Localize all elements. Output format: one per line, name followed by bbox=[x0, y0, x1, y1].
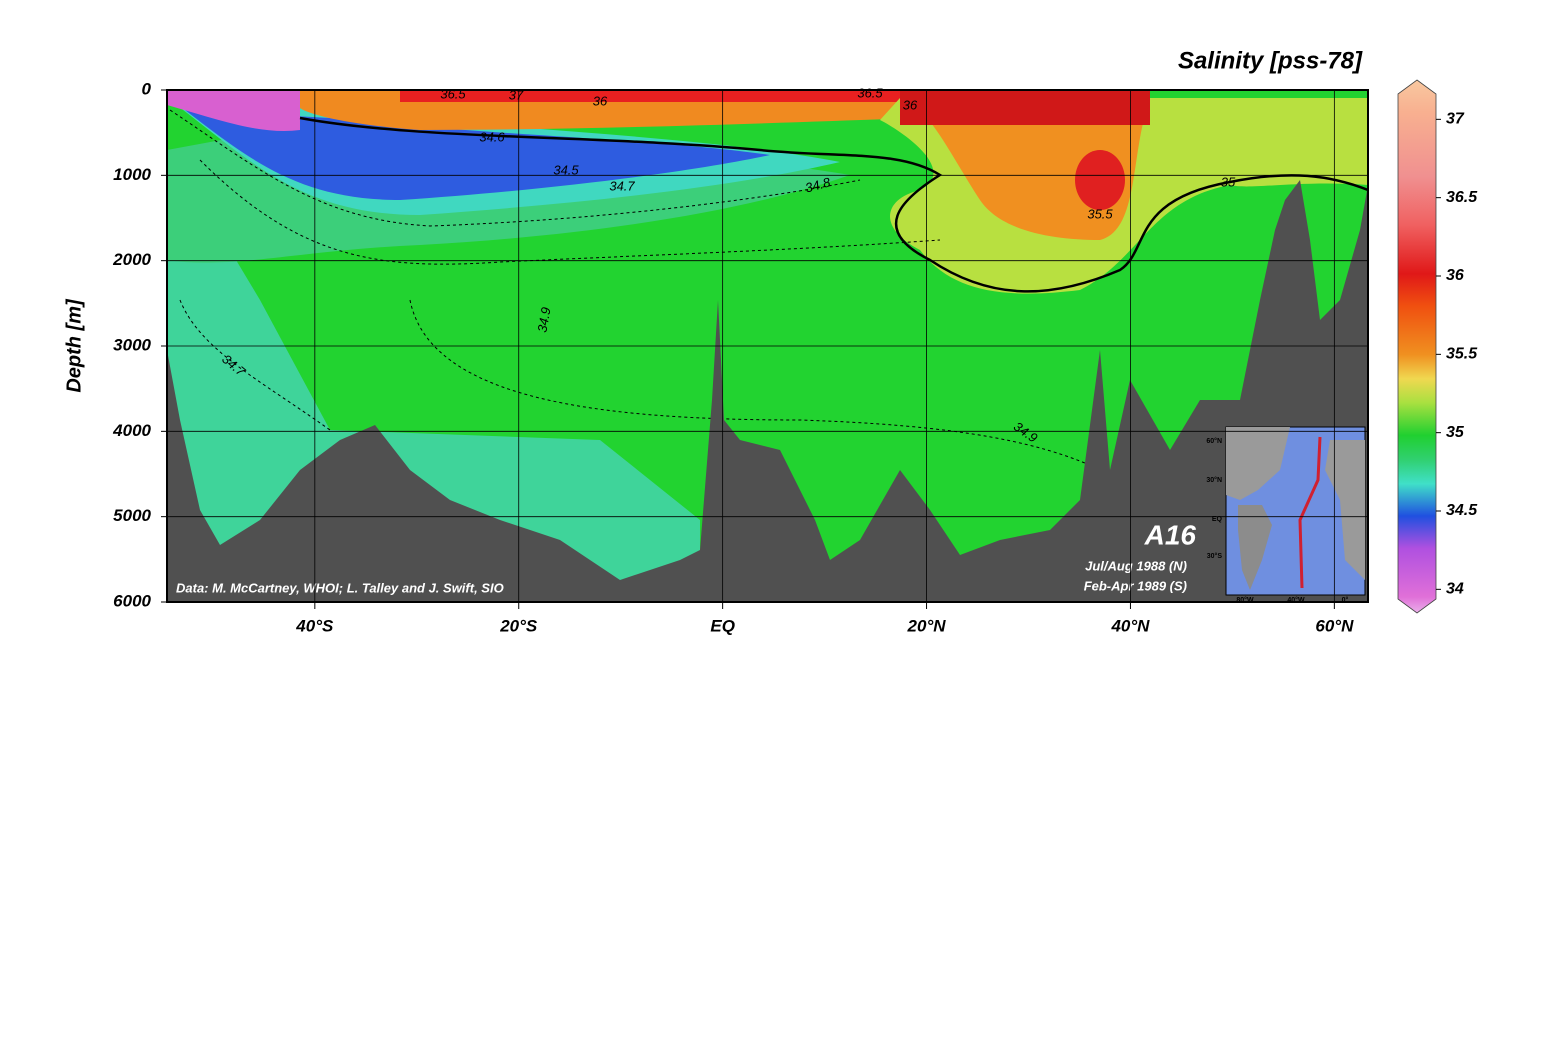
inset-lat-label: 60°N bbox=[1206, 437, 1222, 445]
contour-label: 34.9 bbox=[534, 306, 553, 334]
contour-label: 36 bbox=[593, 93, 608, 108]
contour-label: 34.5 bbox=[553, 162, 579, 177]
inset-lon-label: 0° bbox=[1342, 596, 1349, 604]
y-tick-label: 0 bbox=[142, 79, 152, 98]
section-name: A16 bbox=[1144, 519, 1197, 550]
date-label: Jul/Aug 1988 (N) bbox=[1085, 558, 1187, 573]
y-tick-label: 3000 bbox=[113, 335, 151, 354]
y-tick-label: 5000 bbox=[113, 506, 151, 525]
contour-label: 34.7 bbox=[609, 178, 635, 193]
colorbar bbox=[1397, 79, 1437, 614]
inset-lat-label: 30°S bbox=[1207, 552, 1223, 560]
inset-lon-label: 40°W bbox=[1287, 596, 1305, 604]
y-tick-label: 2000 bbox=[112, 250, 151, 269]
colorbar-tick-label: 36 bbox=[1446, 267, 1464, 284]
colorbar-tick-label: 34.5 bbox=[1446, 502, 1478, 519]
colorbar-tick-label: 35 bbox=[1446, 424, 1465, 441]
colorbar-tick-label: 34 bbox=[1446, 581, 1464, 598]
contour-label: 35.5 bbox=[1087, 206, 1113, 221]
colorbar-tick-label: 36.5 bbox=[1446, 189, 1478, 206]
colorbar-tick-label: 35.5 bbox=[1446, 346, 1478, 363]
inset-lat-label: 30°N bbox=[1206, 476, 1222, 484]
x-tick-label: 60°N bbox=[1315, 616, 1354, 635]
contour-label: 34.8 bbox=[804, 174, 833, 195]
chart-title: Salinity [pss-78] bbox=[1178, 47, 1363, 74]
contour-label: 36.5 bbox=[857, 85, 883, 100]
x-tick-label: 20°N bbox=[907, 616, 947, 635]
contour-label: 36 bbox=[903, 97, 918, 112]
y-axis-label: Depth [m] bbox=[63, 298, 85, 393]
x-tick-label: 40°N bbox=[1110, 616, 1150, 635]
y-tick-label: 6000 bbox=[113, 591, 151, 610]
y-tick-label: 1000 bbox=[113, 165, 151, 184]
date-label: Feb-Apr 1989 (S) bbox=[1084, 578, 1187, 593]
x-tick-label: 20°S bbox=[499, 616, 538, 635]
x-tick-label: 40°S bbox=[295, 616, 334, 635]
contour-label: 36.5 bbox=[440, 86, 466, 101]
contour-label: 35 bbox=[1221, 174, 1236, 189]
inset-lon-label: 80°W bbox=[1236, 596, 1254, 604]
contour-label: 37 bbox=[509, 87, 524, 102]
credit: Data: M. McCartney, WHOI; L. Talley and … bbox=[176, 580, 504, 595]
colorbar-tick-label: 37 bbox=[1446, 111, 1465, 128]
contour-label: 34.6 bbox=[479, 129, 505, 144]
inset-lat-label: EQ bbox=[1212, 516, 1223, 523]
y-tick-label: 4000 bbox=[112, 421, 151, 440]
x-tick-label: EQ bbox=[710, 616, 735, 635]
inset-map bbox=[1225, 426, 1366, 596]
